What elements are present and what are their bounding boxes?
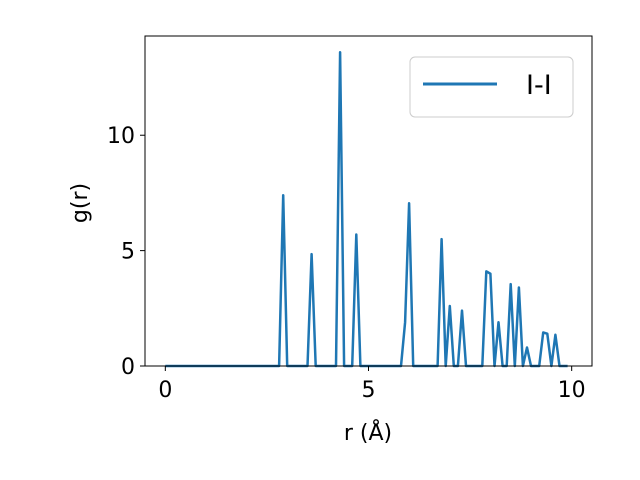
x-tick-label: 10 <box>558 378 586 403</box>
y-axis-ticks: 0 5 10 <box>107 124 145 380</box>
x-tick-label: 5 <box>362 378 376 403</box>
x-tick-label: 0 <box>158 378 172 403</box>
y-tick-label: 0 <box>121 355 135 380</box>
legend-box <box>409 56 574 118</box>
y-axis-label: g(r) <box>68 183 93 223</box>
x-axis-ticks: 0 5 10 <box>158 366 586 403</box>
y-tick-label: 10 <box>107 124 135 149</box>
legend-label-i-i: I-I <box>526 70 552 101</box>
y-tick-label: 5 <box>121 240 135 265</box>
x-axis-label: r (Å) <box>344 419 392 446</box>
legend: I-I <box>409 56 574 118</box>
